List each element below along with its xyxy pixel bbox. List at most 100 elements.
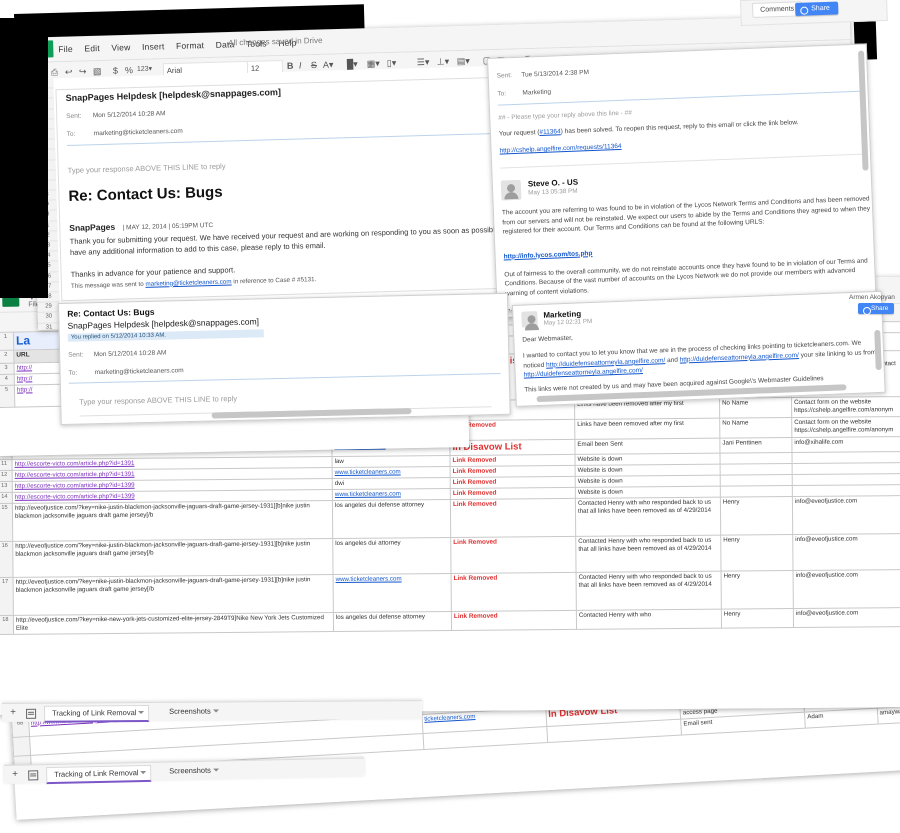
row-number[interactable]: 31 <box>37 322 61 330</box>
url-link[interactable]: http:// <box>16 375 33 383</box>
cell-contact-name[interactable]: Henry <box>720 496 793 536</box>
cell-notes[interactable]: Contacted Henry with who responded back … <box>575 535 722 573</box>
cell-contact-name[interactable]: No Name <box>719 397 792 419</box>
user-name-label: Armen Akopyan <box>849 294 895 301</box>
align-vertical-icon[interactable]: ⊥▾ <box>436 56 450 67</box>
cell-status[interactable]: Link Removed <box>450 498 576 538</box>
cell-contact-method[interactable]: Contact form on the website https://cshe… <box>791 416 900 438</box>
url-link[interactable]: http://escorte-victo.com/article.php?id=… <box>14 459 135 468</box>
cell-status[interactable]: Link Removed <box>450 536 577 574</box>
wrap-text-icon[interactable]: ▤▾ <box>456 55 470 67</box>
redo-icon[interactable]: ↪ <box>78 66 87 77</box>
tab-screenshots[interactable]: Screenshots <box>162 704 223 718</box>
row-number[interactable]: 30 <box>37 312 60 324</box>
tab-tracking-of-link-removal[interactable]: Tracking of Link Removal <box>44 704 150 723</box>
print-icon[interactable]: ⎙ <box>50 67 59 78</box>
text-color-icon[interactable]: A▾ <box>322 59 334 70</box>
cell-contact-name[interactable]: Adam <box>804 707 878 728</box>
cell-url[interactable]: http://eveofjustice.com/?key=nike-justin… <box>12 538 334 578</box>
undo-icon[interactable]: ↩ <box>64 66 73 78</box>
row-number: 4 <box>0 373 15 385</box>
cell-contact-name[interactable] <box>720 485 793 498</box>
share-button[interactable]: Share <box>795 1 839 16</box>
url-link[interactable]: http://escorte-victo.com/article.php?id=… <box>14 481 135 490</box>
all-sheets-button[interactable] <box>28 770 39 781</box>
tab-tracking-of-link-removal[interactable]: Tracking of Link Removal <box>46 764 152 785</box>
chevron-down-icon[interactable] <box>140 771 147 775</box>
menu-view[interactable]: View <box>111 42 131 53</box>
cell-notes[interactable]: Contacted Henry with who responded back … <box>575 497 721 537</box>
cell-keyword[interactable]: los angeles dui defense attorney <box>333 611 452 632</box>
menu-format[interactable]: Format <box>175 40 205 51</box>
share-button[interactable]: Share <box>858 303 895 315</box>
cell-notes[interactable]: Contacted Henry with who responded back … <box>576 571 722 611</box>
menu-file[interactable]: File <box>58 43 73 55</box>
url-link[interactable]: http://escorte-victo.com/article.php?id=… <box>14 492 135 501</box>
url-link[interactable]: http://escorte-victo.com/article.php?id=… <box>14 470 135 479</box>
cell-contact-method[interactable]: info@eveofjustice.com <box>792 533 900 571</box>
cell-contact-name[interactable]: Henry <box>720 534 794 572</box>
cell-contact-name[interactable]: No Name <box>719 417 792 439</box>
url-link[interactable]: http:// <box>16 364 33 372</box>
keyword-link[interactable]: www.ticketcleaners.com <box>334 468 401 477</box>
cell-contact-name[interactable] <box>720 474 793 487</box>
menu-insert[interactable]: Insert <box>141 41 165 52</box>
chevron-down-icon[interactable] <box>138 711 145 715</box>
cell-contact-method[interactable]: info@eveofjustice.com <box>792 495 900 535</box>
row-number[interactable]: 29 <box>37 302 60 314</box>
cell-contact-name[interactable] <box>719 452 793 465</box>
all-sheets-button[interactable] <box>26 708 37 719</box>
keyword-link[interactable]: ticketcleaners.com <box>424 713 476 723</box>
add-sheet-button[interactable]: + <box>10 706 16 718</box>
cell-notes[interactable]: Email been Sent <box>574 438 720 455</box>
add-sheet-button[interactable]: + <box>12 768 19 780</box>
keyword-link[interactable]: www.ticketcleaners.com <box>335 575 402 584</box>
cell-contact-method[interactable]: info@eveofjustice.com <box>793 569 900 609</box>
share-label: Share <box>871 305 889 312</box>
chevron-down-icon[interactable] <box>212 709 219 713</box>
cell-contact-method[interactable]: Contact form on the website https://cshe… <box>791 396 900 418</box>
ticket-url-link[interactable]: http://cshelp.angelfire.com/requests/113… <box>499 143 622 156</box>
cell-contact-name[interactable]: Jani Penttinen <box>719 437 792 454</box>
fill-color-icon[interactable]: █▾ <box>346 58 358 70</box>
italic-icon[interactable]: I <box>298 60 302 71</box>
strikethrough-icon[interactable]: S <box>310 60 318 71</box>
borders-icon[interactable]: ▦▾ <box>366 58 381 69</box>
keyword-link[interactable]: www.ticketcleaners.com <box>334 490 401 499</box>
currency-icon[interactable]: $ <box>112 65 119 76</box>
paint-format-icon[interactable]: ▧ <box>92 66 102 77</box>
cell-contact-name[interactable]: Henry <box>721 608 794 628</box>
cell-contact-method[interactable]: info@eveofjustice.com <box>793 607 900 628</box>
ticket-id-link[interactable]: #11364 <box>539 128 561 137</box>
save-status: All changes saved in Drive <box>228 35 323 48</box>
cell-contact-method[interactable]: info@xihalife.com <box>791 436 900 453</box>
cell-url[interactable]: http://eveofjustice.com/?key=nike-justin… <box>13 574 334 616</box>
chevron-down-icon[interactable] <box>212 768 219 772</box>
marketing-link-1[interactable]: http://duidefenseattorneyla.angelfire.co… <box>545 357 666 369</box>
decimal-icon[interactable]: 123▾ <box>136 65 153 74</box>
cell-contact-name[interactable]: Henry <box>721 570 794 610</box>
cell-keyword[interactable]: los angeles dui defense attorney <box>332 499 451 539</box>
marketing-link-3[interactable]: http://duidefenseattorneyla.angelfire.co… <box>523 367 644 379</box>
cell-keyword[interactable]: los angeles dui attorney <box>332 537 452 575</box>
cell-status[interactable]: Link Removed <box>451 610 577 631</box>
tab-screenshots[interactable]: Screenshots <box>162 763 223 778</box>
url-link[interactable]: http:// <box>16 385 33 394</box>
cell-notes[interactable]: Links have been removed after my first <box>574 418 720 440</box>
cell-contact-name[interactable] <box>720 463 793 476</box>
email-card-lycos: Sent: Tue 5/13/2014 2:38 PM To: Marketin… <box>487 43 877 312</box>
cell-status[interactable]: Link Removed <box>451 572 577 612</box>
cell-keyword[interactable]: www.ticketcleaners.com <box>333 573 452 613</box>
merge-cells-icon[interactable]: ▯▾ <box>386 57 397 69</box>
tos-link[interactable]: http://info.lycos.com/tos.php <box>503 249 593 261</box>
bold-icon[interactable]: B <box>286 60 294 71</box>
status-badge: Link Removed <box>452 500 497 509</box>
marketing-link-2[interactable]: http://duidefenseattorneyla.angelfire.co… <box>679 351 800 364</box>
cell-url[interactable]: http://eveofjustice.com/?key=nike-justin… <box>12 500 333 542</box>
cell-notes[interactable]: Contacted Henry with who <box>576 609 722 630</box>
cell-url[interactable]: http://eveofjustice.com/?key=nike-new-yo… <box>13 612 334 634</box>
to-value: marketing@ticketcleaners.com <box>94 367 184 377</box>
menu-edit[interactable]: Edit <box>84 43 100 54</box>
percent-icon[interactable]: % <box>124 65 134 76</box>
align-horizontal-icon[interactable]: ☰▾ <box>416 56 430 68</box>
